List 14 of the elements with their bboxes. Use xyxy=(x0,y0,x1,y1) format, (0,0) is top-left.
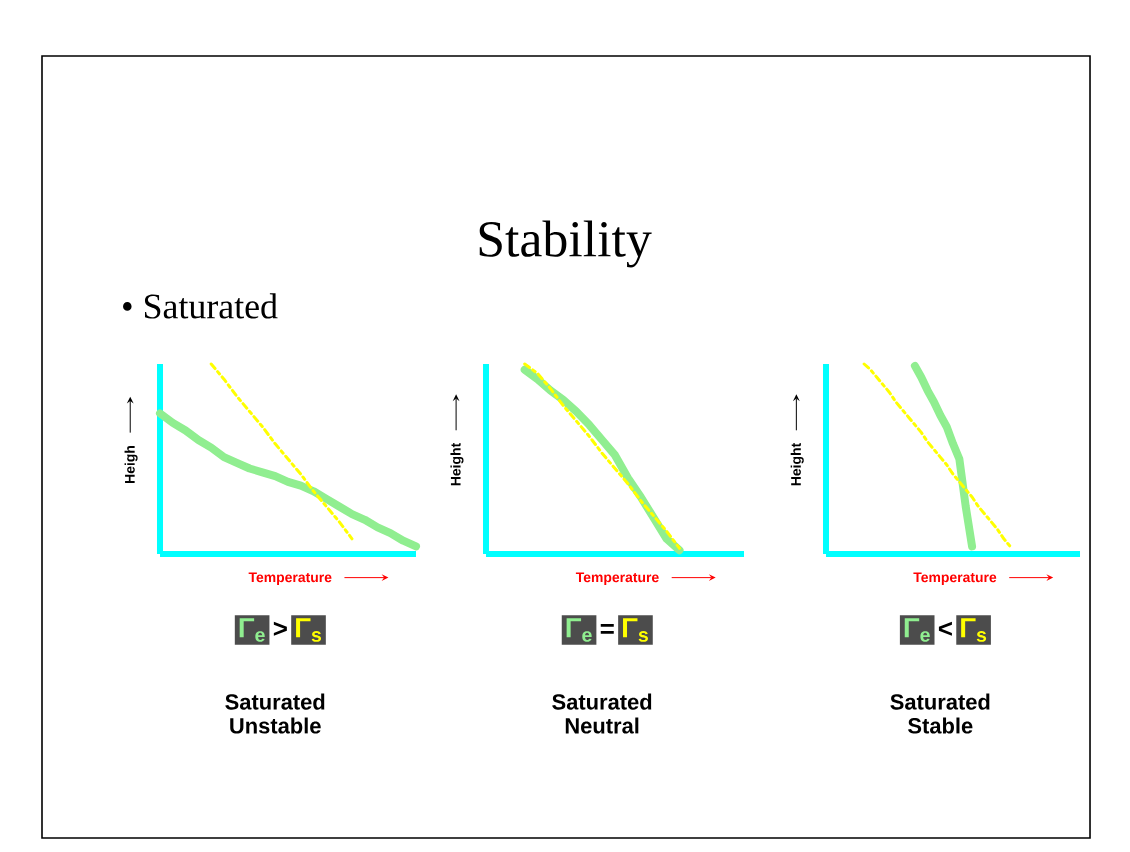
text: Γ$_{e}$ xyxy=(239,618,265,642)
text: < xyxy=(938,621,952,636)
text: Saturated Neutral xyxy=(552,693,652,734)
text: • Saturated xyxy=(123,293,278,319)
text: > xyxy=(273,621,287,636)
text: Γ$_{e}$ xyxy=(904,618,930,642)
text: Γ$_{e}$ xyxy=(566,618,592,642)
text: Γ$_{s}$ xyxy=(623,618,648,642)
text: Saturated Stable xyxy=(890,693,990,734)
text: = xyxy=(600,623,614,634)
text: Saturated Unstable xyxy=(225,693,325,734)
text: Γ$_{s}$ xyxy=(961,618,987,642)
text: Γ$_{s}$ xyxy=(296,618,322,642)
text: Stability xyxy=(479,220,652,268)
